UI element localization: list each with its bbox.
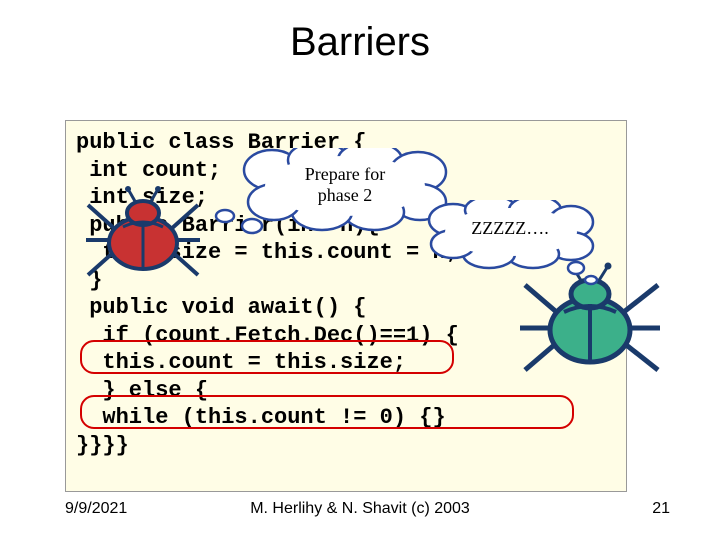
bubble-zzz-text: ZZZZZ…. [471,218,548,238]
thought-bubble-zzz: ZZZZZ…. [425,200,595,270]
bubble-prepare-line2: phase 2 [318,185,372,205]
slide-number: 21 [652,500,670,518]
page-title: Barriers [0,20,720,65]
bubble-prepare-line1: Prepare for [305,164,385,184]
thought-bubble-prepare: Prepare for phase 2 [240,148,450,228]
bug-red [78,185,208,300]
footer-copyright: M. Herlihy & N. Shavit (c) 2003 [0,500,720,518]
